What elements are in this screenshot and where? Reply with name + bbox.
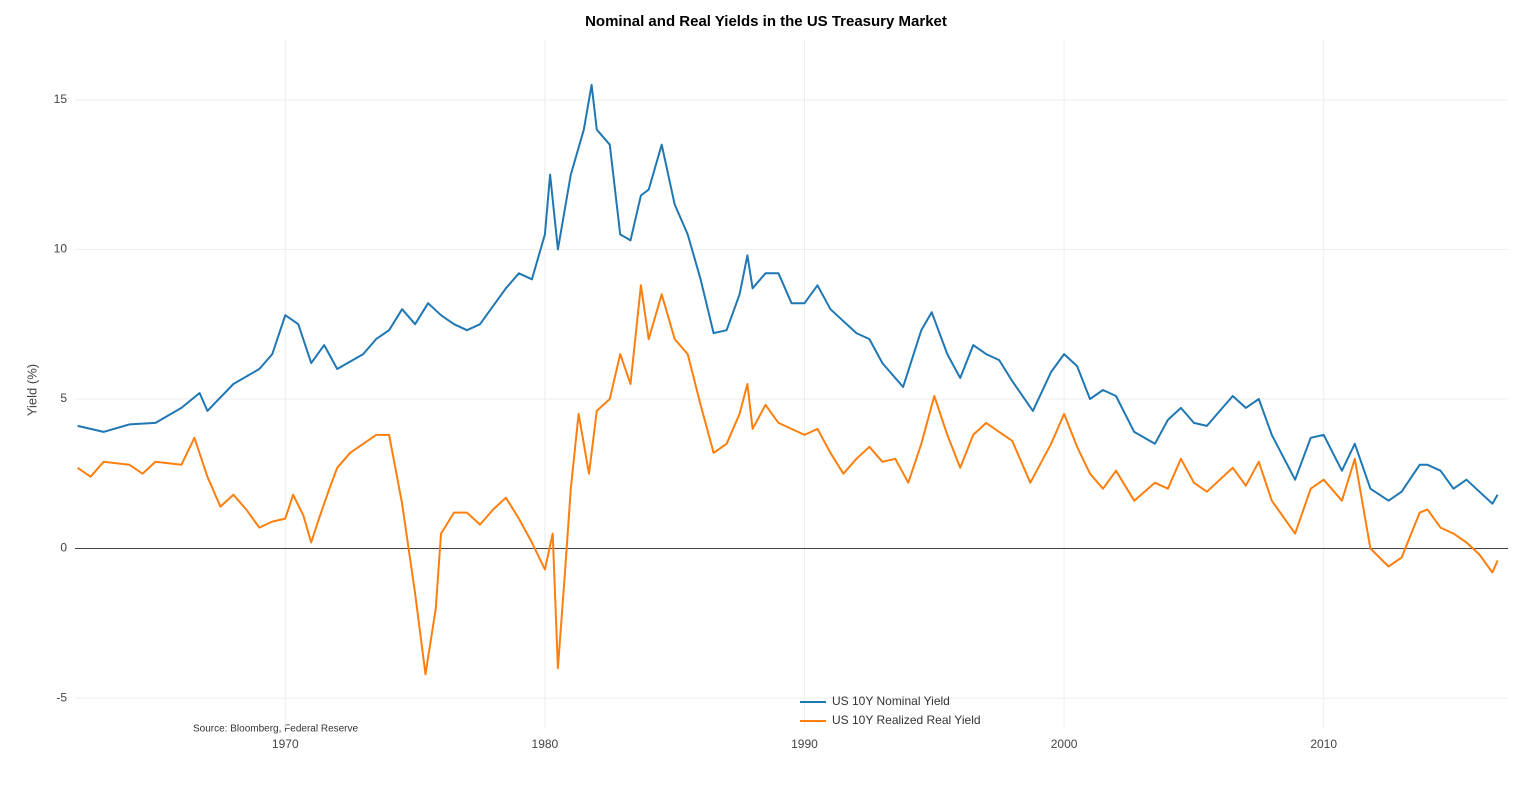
y-tick-label: 15 — [54, 92, 68, 106]
x-tick-label: 2000 — [1051, 737, 1078, 751]
x-tick-label: 2010 — [1310, 737, 1337, 751]
x-tick-label: 1970 — [272, 737, 299, 751]
x-tick-label: 1990 — [791, 737, 818, 751]
legend-label: US 10Y Nominal Yield — [832, 694, 950, 708]
y-tick-label: 5 — [60, 391, 67, 405]
y-tick-label: 10 — [54, 242, 68, 256]
y-tick-label: -5 — [56, 690, 67, 704]
series-line — [77, 83, 1499, 505]
series-line — [77, 284, 1499, 676]
legend-label: US 10Y Realized Real Yield — [832, 713, 981, 727]
y-axis-label: Yield (%) — [24, 364, 39, 416]
y-tick-label: 0 — [60, 541, 67, 555]
source-note: Source: Bloomberg, Federal Reserve — [193, 724, 359, 735]
x-tick-label: 1980 — [532, 737, 559, 751]
chart-title: Nominal and Real Yields in the US Treasu… — [585, 13, 947, 30]
